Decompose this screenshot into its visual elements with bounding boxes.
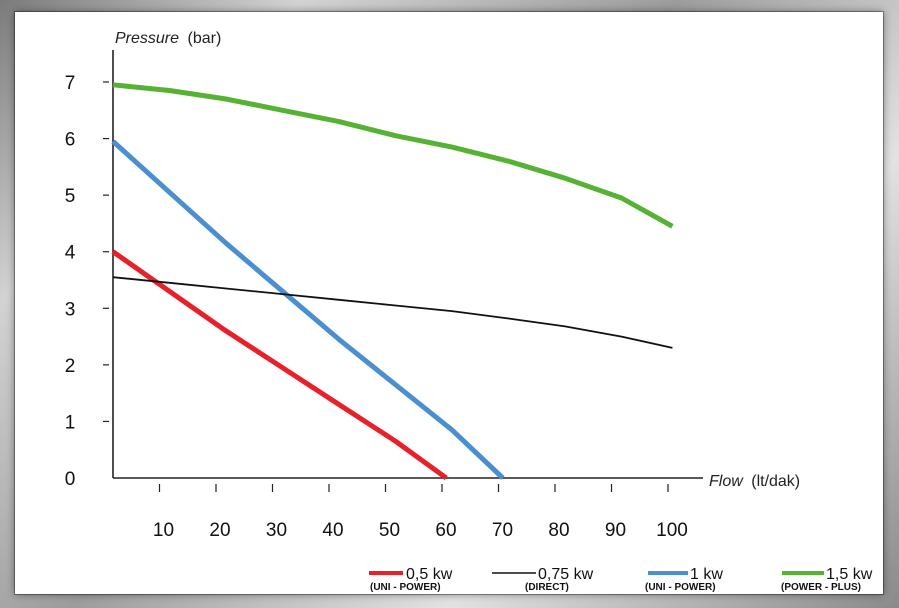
x-axis-label-name: Flow xyxy=(709,473,744,490)
x-tick-label: 40 xyxy=(322,520,343,541)
series-line-1 xyxy=(112,276,673,349)
x-tick-label: 100 xyxy=(656,520,688,541)
x-tick-label: 60 xyxy=(435,520,456,541)
x-tick-label: 20 xyxy=(209,520,230,541)
y-tick-label: 7 xyxy=(65,73,76,94)
x-tick-label: 70 xyxy=(492,520,513,541)
x-axis-label-unit: (lt/dak) xyxy=(751,473,800,490)
legend: 0,5 kw(UNI - POWER)0,75 kw(DIRECT)1 kw(U… xyxy=(369,566,873,593)
legend-label: 1 kw xyxy=(690,566,723,583)
y-tick-label: 2 xyxy=(65,356,76,377)
y-tick-label: 1 xyxy=(65,412,76,433)
series-line-3 xyxy=(112,82,674,229)
legend-label: 0,75 kw xyxy=(538,566,594,583)
legend-sublabel: (DIRECT) xyxy=(525,582,569,593)
x-tick-label: 80 xyxy=(548,520,569,541)
legend-label: 0,5 kw xyxy=(406,566,453,583)
y-tick-label: 6 xyxy=(65,130,76,151)
legend-sublabel: (UNI - POWER) xyxy=(370,582,441,593)
axes: 0 1 2 3 4 5 6 7 10 20 30 40 50 60 70 80 90 100 xyxy=(65,50,703,541)
x-tick-label: 50 xyxy=(379,520,400,541)
series-line-2 xyxy=(111,139,505,480)
y-axis-label: Pressure (bar) xyxy=(115,30,221,47)
legend-sublabel: (UNI - POWER) xyxy=(645,582,716,593)
x-axis-label: Flow (lt/dak) xyxy=(709,473,800,490)
legend-sublabel: (POWER - PLUS) xyxy=(781,582,861,593)
y-tick-label: 3 xyxy=(65,299,76,320)
y-axis-label-name: Pressure xyxy=(115,30,179,47)
legend-label: 1,5 kw xyxy=(826,566,873,583)
chart-panel: Pressure (bar) Flow (lt/dak) 0 1 2 3 4 5 6 7 10 2… xyxy=(15,12,883,594)
y-tick-label: 4 xyxy=(65,243,76,264)
x-tick-label: 30 xyxy=(266,520,287,541)
pump-performance-chart: Pressure (bar) Flow (lt/dak) 0 1 2 3 4 5 6 7 10 2… xyxy=(65,30,873,593)
x-tick-label: 10 xyxy=(153,520,174,541)
y-tick-label: 5 xyxy=(65,186,76,207)
series-layer xyxy=(111,82,674,481)
y-axis-label-unit: (bar) xyxy=(187,30,221,47)
y-tick-label: 0 xyxy=(65,469,76,490)
x-tick-label: 90 xyxy=(605,520,626,541)
series-line-0 xyxy=(111,249,448,481)
